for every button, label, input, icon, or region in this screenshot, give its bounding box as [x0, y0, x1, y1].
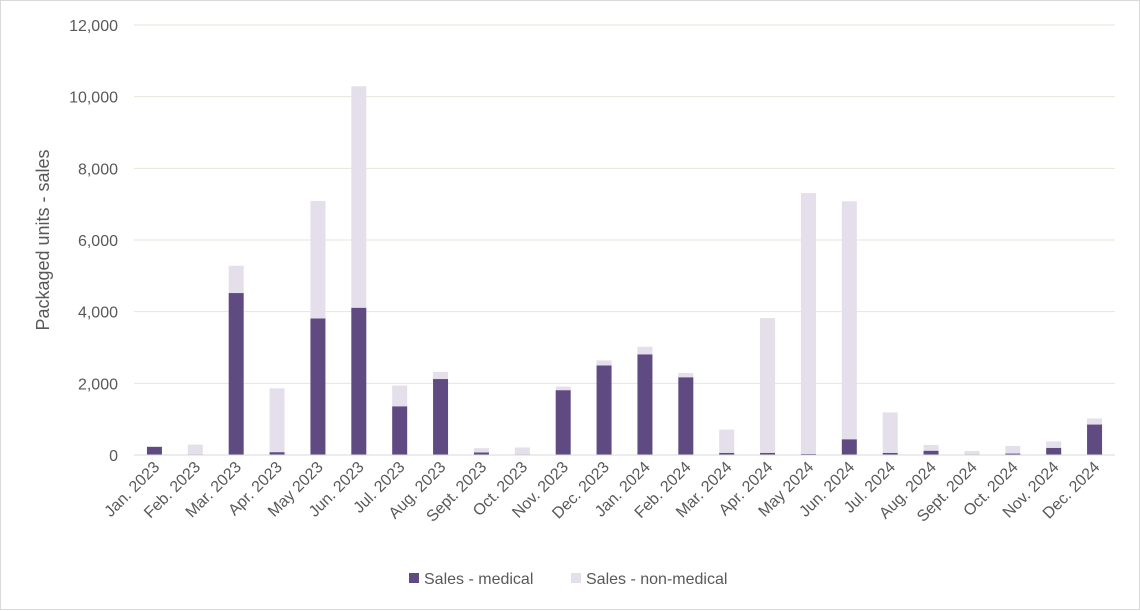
legend: Sales - medical Sales - non-medical — [409, 571, 727, 588]
bar-medical — [229, 293, 244, 455]
bar-non-medical — [556, 387, 571, 391]
legend-label: Sales - medical — [424, 571, 533, 588]
bar-non-medical — [924, 445, 939, 451]
bar-medical — [678, 377, 693, 455]
legend-swatch — [571, 573, 581, 583]
bar-non-medical — [229, 266, 244, 293]
bar-non-medical — [637, 347, 652, 355]
legend-swatch — [409, 573, 419, 583]
bar-non-medical — [351, 86, 366, 307]
bar-non-medical — [1087, 418, 1102, 424]
y-tick-label: 8,000 — [78, 161, 118, 178]
bar-non-medical — [1005, 446, 1020, 454]
bar-non-medical — [392, 385, 407, 406]
y-tick-label: 6,000 — [78, 233, 118, 250]
bar-medical — [1046, 448, 1061, 455]
bar-non-medical — [678, 373, 693, 377]
bar-medical — [433, 379, 448, 455]
bar-non-medical — [515, 447, 530, 454]
bar-series — [147, 86, 1102, 455]
bar-non-medical — [597, 360, 612, 365]
bar-medical — [351, 308, 366, 455]
bar-medical — [597, 365, 612, 455]
y-tick-label: 2,000 — [78, 376, 118, 393]
bar-non-medical — [760, 318, 775, 453]
bar-medical — [637, 354, 652, 455]
legend-label: Sales - non-medical — [586, 571, 727, 588]
bar-non-medical — [474, 448, 489, 452]
y-tick-label: 12,000 — [69, 18, 118, 35]
bar-medical — [842, 439, 857, 455]
y-tick-label: 10,000 — [69, 90, 118, 107]
bar-medical — [310, 318, 325, 455]
bar-non-medical — [964, 451, 979, 454]
bar-non-medical — [270, 388, 285, 452]
bar-medical — [147, 447, 162, 455]
bar-medical — [924, 451, 939, 455]
y-tick-label: 4,000 — [78, 305, 118, 322]
grid-lines — [134, 25, 1115, 383]
bar-non-medical — [310, 201, 325, 319]
y-tick-label: 0 — [109, 448, 118, 465]
bar-non-medical — [801, 193, 816, 454]
bar-non-medical — [883, 412, 898, 452]
y-axis-label: Packaged units - sales — [33, 149, 53, 330]
bar-non-medical — [433, 372, 448, 379]
bar-non-medical — [1046, 441, 1061, 447]
bar-non-medical — [842, 201, 857, 439]
bar-medical — [556, 390, 571, 455]
bar-non-medical — [719, 430, 734, 453]
bar-non-medical — [188, 445, 203, 455]
y-axis-ticks: 0 2,000 4,000 6,000 8,000 10,000 12,000 — [69, 18, 118, 465]
bar-medical — [1087, 425, 1102, 455]
bar-medical — [392, 406, 407, 455]
